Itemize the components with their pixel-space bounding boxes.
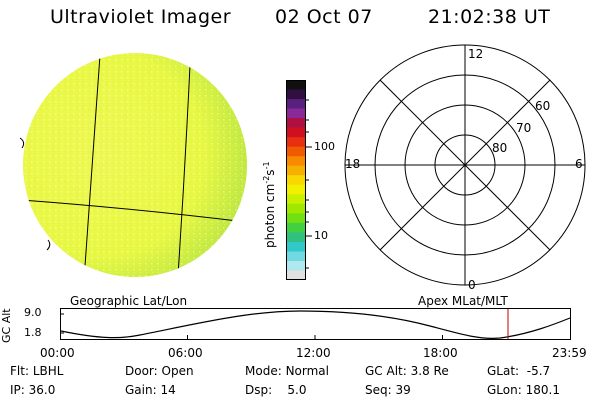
geographic-panel-label: Geographic Lat/Lon: [70, 294, 188, 308]
date-readout: 02 Oct 07: [275, 6, 373, 28]
colorbar-segment: [286, 251, 306, 262]
colorbar-tick-10: 10: [314, 229, 328, 242]
colorbar-segment: [286, 165, 306, 176]
limb-marks: [19, 137, 51, 251]
info-door: Door: Open: [125, 364, 194, 378]
time-tick-2359: 23:59: [552, 346, 587, 360]
altitude-plot-frame: [60, 308, 571, 340]
colorbar: [286, 80, 306, 280]
colorbar-ticks: [306, 99, 312, 269]
colorbar-segment: [286, 203, 306, 214]
info-glat: GLat: -5.7: [487, 364, 551, 378]
info-ip: IP: 36.0: [10, 383, 56, 397]
altitude-plot: [60, 308, 571, 340]
polar-panel-label: Apex MLat/MLT: [418, 294, 508, 308]
geographic-grid-lines: [23, 54, 247, 277]
colorbar-segment: [286, 80, 306, 91]
info-seq: Seq: 39: [365, 383, 411, 397]
time-tick-1200: 12:00: [296, 346, 331, 360]
info-mode: Mode: Normal: [245, 364, 329, 378]
altitude-ylabel: GC Alt: [0, 308, 13, 343]
colorbar-segment: [286, 89, 306, 100]
colorbar-label: photon cm-2s-1: [262, 161, 277, 248]
mlt-label-6: 6: [575, 157, 583, 171]
app-title: Ultraviolet Imager: [50, 6, 232, 28]
geographic-image-panel: [19, 53, 247, 277]
altitude-curve: [60, 310, 571, 339]
colorbar-segment: [286, 146, 306, 157]
info-dsp: Dsp: 5.0: [245, 383, 307, 397]
colorbar-segment: [286, 108, 306, 119]
colorbar-segment: [286, 137, 306, 148]
mlat-label-60: 60: [535, 99, 550, 113]
altitude-ytick-max: 9.0: [24, 306, 42, 319]
polar-mlat-mlt-panel: 12 0 18 6 60 70 80: [344, 44, 586, 292]
colorbar-segment: [286, 118, 306, 129]
mlt-label-0: 0: [468, 278, 476, 292]
colorbar-segment: [286, 213, 306, 224]
colorbar-segment: [286, 194, 306, 205]
time-tick-1800: 18:00: [423, 346, 458, 360]
info-filter: Flt: LBHL: [10, 364, 64, 378]
mlat-label-70: 70: [516, 121, 531, 135]
time-tick-0000: 00:00: [40, 346, 75, 360]
colorbar-segment: [286, 175, 306, 186]
colorbar-segment: [286, 99, 306, 110]
info-gc-alt: GC Alt: 3.8 Re: [365, 364, 449, 378]
time-readout: 21:02:38 UT: [428, 6, 551, 28]
info-glon: GLon: 180.1: [487, 383, 560, 397]
colorbar-segment: [286, 232, 306, 243]
mlat-label-80: 80: [492, 141, 507, 155]
colorbar-segment: [286, 156, 306, 167]
colorbar-segment: [286, 127, 306, 138]
colorbar-segment: [286, 222, 306, 233]
mlt-label-18: 18: [345, 157, 360, 171]
colorbar-segment: [286, 184, 306, 195]
colorbar-segment: [286, 270, 306, 280]
colorbar-segment: [286, 241, 306, 252]
mlt-label-12: 12: [468, 47, 483, 61]
info-gain: Gain: 14: [125, 383, 176, 397]
colorbar-tick-100: 100: [314, 140, 335, 153]
colorbar-segment: [286, 260, 306, 271]
altitude-ytick-min: 1.8: [24, 326, 42, 339]
time-tick-0600: 06:00: [168, 346, 203, 360]
